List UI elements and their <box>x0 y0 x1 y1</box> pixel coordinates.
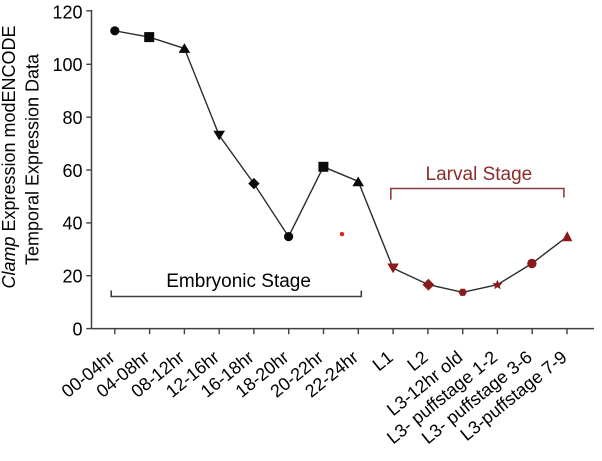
svg-text:Embryonic Stage: Embryonic Stage <box>166 271 311 292</box>
svg-text:Temporal Expression Data: Temporal Expression Data <box>23 53 43 265</box>
svg-text:120: 120 <box>52 2 82 22</box>
svg-text:60: 60 <box>62 161 82 181</box>
svg-text:100: 100 <box>52 55 82 75</box>
svg-text:80: 80 <box>62 108 82 128</box>
svg-text:L1: L1 <box>369 347 397 375</box>
svg-text:20: 20 <box>62 267 82 287</box>
svg-text:Clamp Expression modENCODE: Clamp Expression modENCODE <box>0 25 19 288</box>
svg-text:Larval Stage: Larval Stage <box>426 164 533 185</box>
svg-text:40: 40 <box>62 214 82 234</box>
svg-text:0: 0 <box>72 319 82 339</box>
